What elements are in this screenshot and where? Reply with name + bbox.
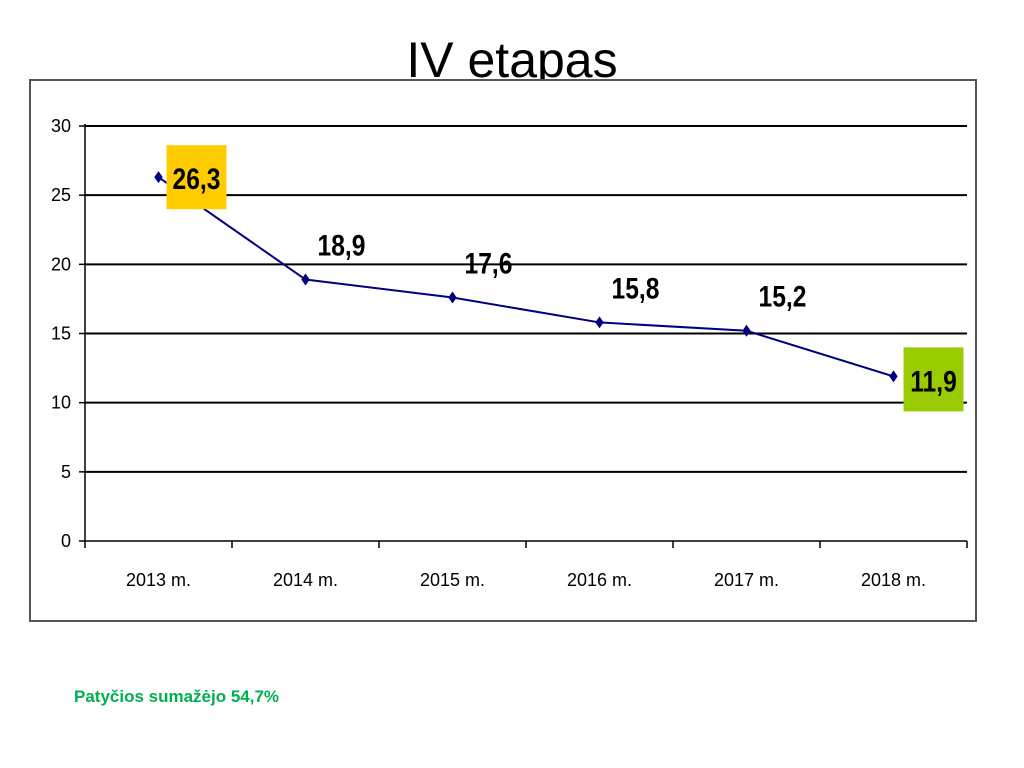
data-point-marker — [742, 324, 751, 337]
data-label: 15,8 — [612, 271, 660, 305]
x-tick-label: 2013 m. — [126, 570, 191, 590]
data-label-highlight — [166, 145, 227, 210]
x-tick-label: 2014 m. — [273, 570, 338, 590]
slide-title: IV etapas — [406, 32, 618, 88]
data-point-marker — [595, 316, 604, 329]
data-label-highlight — [903, 347, 964, 412]
y-tick-label: 5 — [61, 462, 71, 482]
data-point-marker — [154, 171, 163, 184]
data-label: 26,3 — [173, 162, 221, 196]
y-tick-label: 0 — [61, 531, 71, 551]
line-chart: 0 5 10 15 20 25 30 2013 m. 2014 m. 2015 m. 2016 m.… — [51, 116, 968, 590]
data-point-marker — [889, 370, 898, 383]
footnote: Patyčios sumažėjo 54,7% — [74, 687, 280, 706]
x-tick-label: 2016 m. — [567, 570, 632, 590]
data-label: 15,2 — [759, 279, 807, 313]
data-point-marker — [301, 273, 310, 286]
y-tick-label: 15 — [51, 324, 71, 344]
x-tick-label: 2015 m. — [420, 570, 485, 590]
series-line — [157, 176, 894, 378]
data-label: 18,9 — [318, 228, 366, 262]
y-tick-label: 25 — [51, 185, 71, 205]
data-label: 17,6 — [465, 246, 513, 280]
y-tick-label: 10 — [51, 393, 71, 413]
chart-frame: 0 5 10 15 20 25 30 2013 m. 2014 m. 2015 m. 2016 m.… — [29, 79, 977, 622]
y-tick-label: 20 — [51, 254, 71, 274]
y-tick-label: 30 — [51, 116, 71, 136]
data-label: 11,9 — [910, 364, 957, 398]
x-tick-label: 2017 m. — [714, 570, 779, 590]
x-tick-label: 2018 m. — [861, 570, 926, 590]
data-point-marker — [448, 291, 457, 304]
